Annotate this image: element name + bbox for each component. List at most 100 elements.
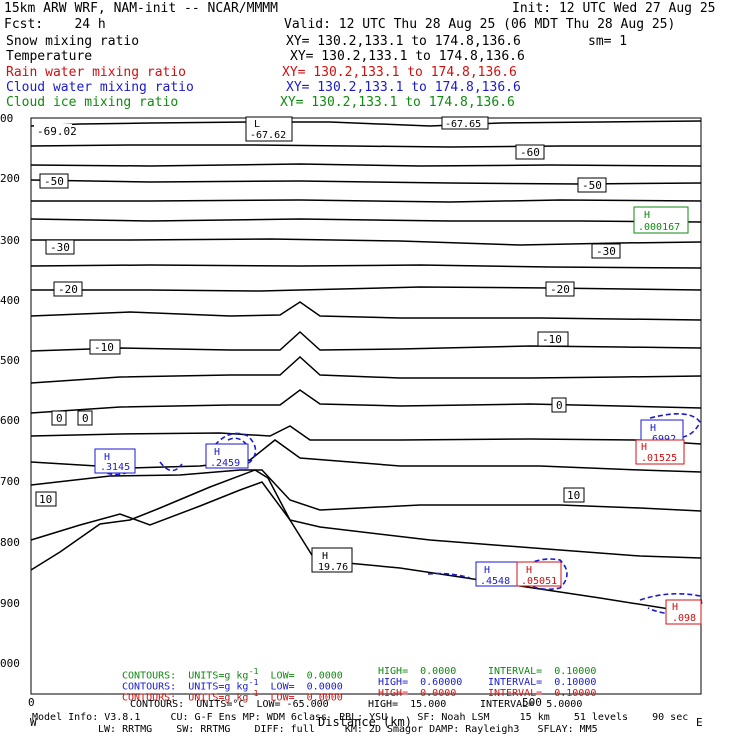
- svg-text:-50: -50: [44, 175, 64, 188]
- contour-label: 0: [77, 410, 93, 426]
- x-tick-label: 500: [522, 696, 542, 709]
- svg-text:10: 10: [39, 493, 52, 506]
- svg-text:-67.62: -67.62: [250, 130, 286, 141]
- field-name: Cloud ice mixing ratio: [6, 95, 179, 110]
- isotherm: [31, 199, 702, 203]
- svg-text:-10: -10: [94, 341, 114, 354]
- svg-text:0: 0: [82, 412, 89, 425]
- svg-text:-69.02: -69.02: [37, 125, 77, 138]
- cloud-water-contours: [99, 413, 703, 617]
- svg-text:H: H: [672, 602, 678, 613]
- contour-info-high: HIGH= 0.60000: [378, 677, 463, 688]
- svg-text:-67.65: -67.65: [445, 119, 481, 130]
- contour-info-line: CONTOURS: UNITS=g kg-1 LOW= 0.0000: [122, 666, 343, 682]
- isotherm: [30, 389, 702, 414]
- init-time: Init: 12 UTC Wed 27 Aug 25: [512, 1, 716, 16]
- y-tick-label: 300: [0, 234, 20, 247]
- isotherm: [30, 218, 702, 223]
- svg-text:-60: -60: [520, 146, 540, 159]
- svg-text:-20: -20: [550, 283, 570, 296]
- contour-info-high: HIGH= 15.000: [368, 699, 447, 710]
- contour-label: -10: [89, 339, 121, 355]
- y-tick-label: 900: [0, 597, 20, 610]
- contour-info-interval: INTERVAL= 5.0000: [480, 699, 583, 710]
- y-tick-label: 400: [0, 294, 20, 307]
- y-tick-label: 700: [0, 475, 20, 488]
- svg-text:L: L: [254, 119, 260, 130]
- contour-label: -69.02: [34, 124, 77, 138]
- forecast-hour: Fcst: 24 h: [4, 17, 106, 32]
- contour-info-line: CONTOURS: UNITS=°C LOW= -65.000: [130, 699, 329, 710]
- plot-frame: [30, 117, 702, 695]
- svg-text:-30: -30: [50, 241, 70, 254]
- high-marker: H 19.76: [311, 547, 353, 573]
- isotherm: [30, 301, 702, 321]
- contour-label: -50: [39, 173, 69, 189]
- svg-text:.01525: .01525: [641, 453, 677, 464]
- svg-text:.05051: .05051: [521, 576, 557, 587]
- y-tick-label: 00: [0, 112, 13, 125]
- svg-text:19.76: 19.76: [318, 562, 348, 573]
- svg-text:H: H: [650, 423, 656, 434]
- isotherm: [30, 439, 702, 473]
- y-axis: 00 200 300 400 500 600 700 800 900 000: [0, 112, 20, 670]
- contour-label: -60: [515, 144, 545, 160]
- y-tick-label: 600: [0, 414, 20, 427]
- field-name: Rain water mixing ratio: [6, 65, 187, 80]
- svg-text:.3145: .3145: [100, 462, 130, 473]
- svg-text:-30: -30: [596, 245, 616, 258]
- svg-text:10: 10: [567, 489, 580, 502]
- svg-text:H: H: [104, 452, 110, 463]
- field-xy: XY= 130.2,133.1 to 174.8,136.6: [282, 65, 517, 80]
- contour-labels: -69.02 -60 -50 -50 -30 -30 -20 -20 -10 -…: [34, 124, 621, 507]
- isotherm: [30, 330, 702, 352]
- contour-info-line: CONTOURS: UNITS=g kg-1 LOW= 0.0000: [122, 677, 343, 693]
- cloud-water-contour: [159, 461, 183, 472]
- contour-label: -10: [537, 331, 569, 347]
- high-marker: H .05051: [516, 561, 562, 587]
- svg-text:.2459: .2459: [210, 458, 240, 469]
- cloud-water-contour: [427, 572, 471, 579]
- svg-text:.098: .098: [672, 613, 696, 624]
- x-axis-label: Distance (km): [318, 715, 412, 729]
- high-low-markers: L -67.62 -67.65 H .000167 H .3145 H .245…: [94, 116, 702, 625]
- temperature-isotherms: [30, 120, 702, 615]
- contour-label: 10: [35, 491, 57, 507]
- contour-label: -30: [45, 239, 75, 255]
- svg-text:H: H: [214, 447, 220, 458]
- contour-info-line: CONTOURS: UNITS=g kg-1 LOW= 0.0000: [122, 688, 343, 704]
- y-tick-label: 800: [0, 536, 20, 549]
- cloud-water-contour: [649, 413, 701, 439]
- contour-label: 0: [551, 397, 567, 413]
- isotherm: [30, 425, 702, 445]
- isotherm: [31, 286, 702, 292]
- cloud-water-contour: [227, 437, 247, 445]
- contour-info-interval: INTERVAL= 0.10000: [488, 666, 597, 677]
- svg-text:-10: -10: [542, 333, 562, 346]
- field-xy: XY= 130.2,133.1 to 174.8,136.6: [286, 80, 521, 95]
- y-tick-label: 200: [0, 172, 20, 185]
- y-tick-label: 000: [0, 657, 20, 670]
- field-extra: sm= 1: [588, 34, 628, 49]
- svg-text:H: H: [484, 565, 490, 576]
- y-tick-label: 500: [0, 354, 20, 367]
- model-info: Model Info: V3.8.1 CU: G-F Ens MP: WDM 6…: [32, 712, 689, 723]
- x-tick-label: 0: [28, 696, 35, 709]
- svg-text:-20: -20: [58, 283, 78, 296]
- high-marker: H .4548: [475, 561, 519, 587]
- svg-text:.000167: .000167: [638, 222, 680, 233]
- svg-text:H: H: [641, 442, 647, 453]
- cloud-water-contour: [519, 558, 568, 591]
- isotherm: [30, 481, 702, 559]
- high-marker: H .3145: [94, 448, 136, 474]
- contour-label: 10: [563, 487, 585, 503]
- high-marker: H .01525: [635, 439, 685, 465]
- svg-text:.4548: .4548: [480, 576, 510, 587]
- isotherm: [30, 120, 702, 127]
- svg-text:0: 0: [56, 412, 63, 425]
- low-marker: L -67.62: [245, 116, 293, 142]
- svg-text:H: H: [322, 551, 328, 562]
- high-marker: H .098: [665, 599, 702, 625]
- contour-label: 0: [51, 410, 67, 426]
